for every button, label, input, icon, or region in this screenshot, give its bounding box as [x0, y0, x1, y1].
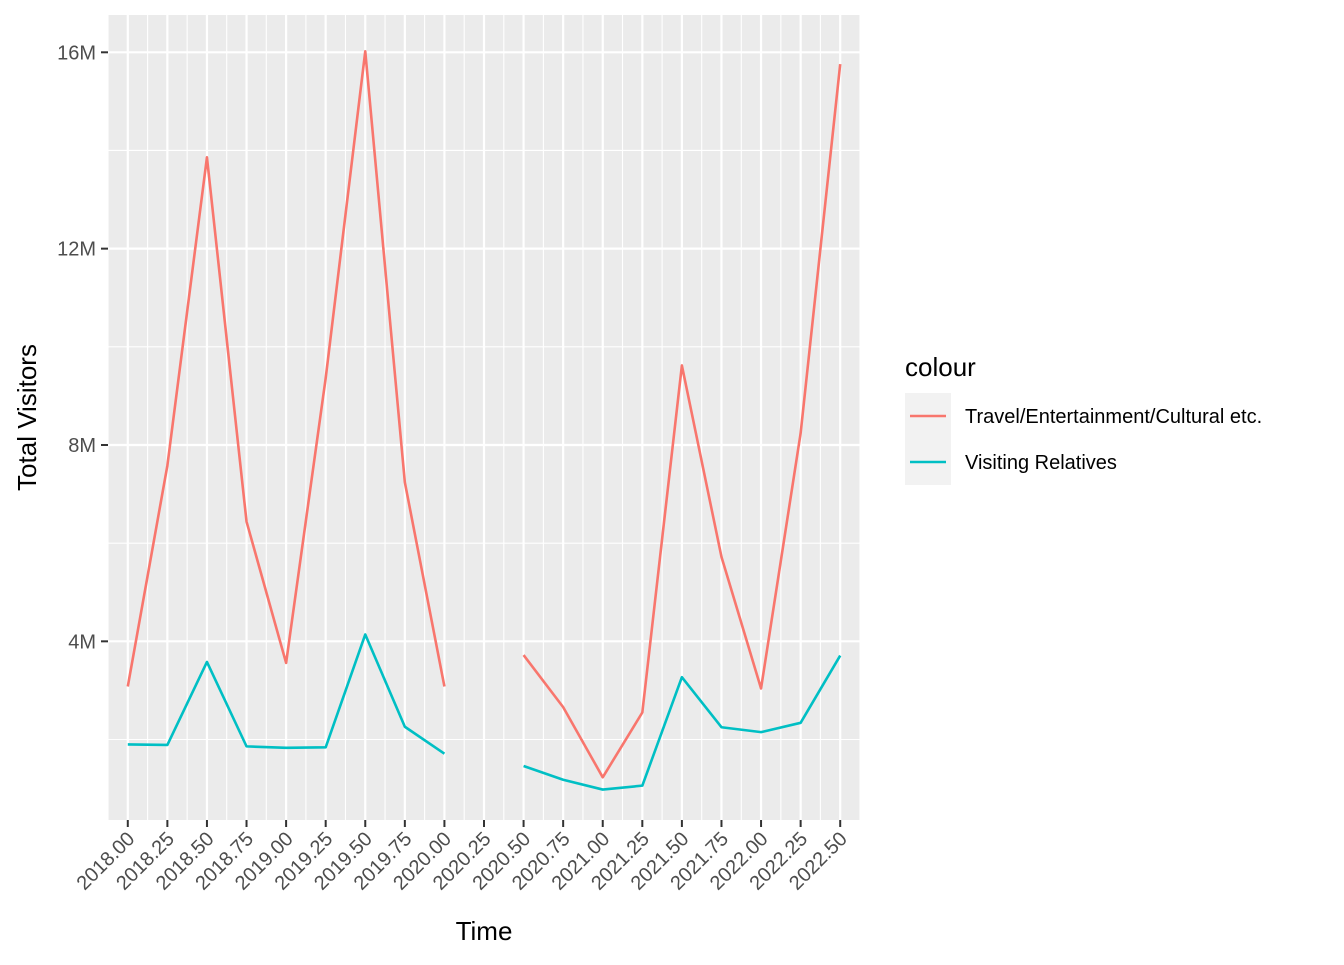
legend-key-background [905, 393, 951, 485]
series-line-2-segment-2 [523, 654, 842, 791]
major-gridlines [108, 15, 860, 820]
x-axis: 2018.002018.252018.502018.752019.002019.… [73, 820, 852, 895]
series-lines [126, 50, 842, 791]
series-line-2-segment-1 [127, 633, 446, 755]
y-axis-title: Total Visitors [12, 344, 42, 491]
legend-title: colour [905, 352, 976, 382]
y-axis: 4M 8M 12M 16M [57, 42, 108, 653]
series-line-1-segment-1 [126, 50, 446, 687]
legend-label: Travel/Entertainment/Cultural etc. [965, 406, 1262, 428]
series-line-1-segment-2 [522, 63, 842, 779]
y-tick-label: 16M [57, 42, 96, 64]
x-axis-title: Time [456, 916, 513, 946]
y-tick-label: 4M [68, 631, 96, 653]
y-tick-label: 8M [68, 435, 96, 457]
legend: colour Travel/Entertainment/Cultural etc… [905, 352, 1262, 485]
y-tick-label: 12M [57, 239, 96, 261]
legend-label: Visiting Relatives [965, 452, 1117, 474]
